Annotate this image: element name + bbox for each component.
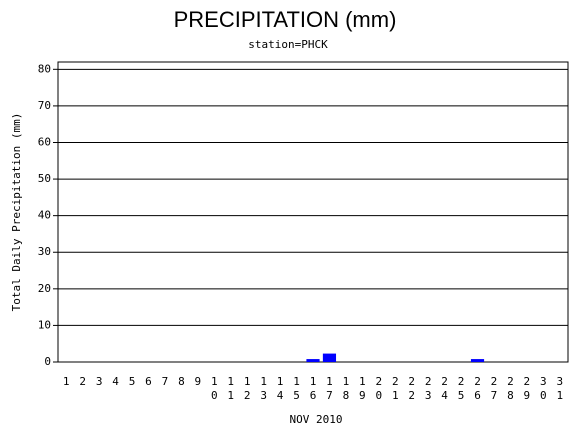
y-tick-label: 80: [38, 62, 51, 75]
x-tick-label: 4: [112, 375, 119, 388]
bar: [306, 359, 320, 362]
x-tick-label: 8: [178, 375, 185, 388]
x-tick-label: 3: [96, 375, 103, 388]
chart-subtitle: station=PHCK: [248, 38, 328, 51]
x-tick-label: 6: [145, 375, 152, 388]
y-tick-label: 30: [38, 245, 51, 258]
y-axis-label: Total Daily Precipitation (mm): [10, 113, 23, 312]
x-axis-label: NOV 2010: [290, 413, 343, 426]
x-tick-label: 7: [162, 375, 169, 388]
x-tick-label: 2: [79, 375, 86, 388]
y-tick-label: 0: [44, 355, 51, 368]
y-tick-label: 50: [38, 172, 51, 185]
y-tick-label: 20: [38, 282, 51, 295]
y-tick-label: 70: [38, 99, 51, 112]
x-tick-label: 5: [129, 375, 136, 388]
y-tick-label: 10: [38, 318, 51, 331]
plot-frame: [57, 61, 569, 363]
x-tick-label: 1: [63, 375, 70, 388]
chart-title: PRECIPITATION (mm): [174, 7, 397, 32]
bar: [322, 353, 337, 362]
y-tick-label: 40: [38, 209, 51, 222]
bar: [470, 359, 485, 362]
y-tick-label: 60: [38, 135, 51, 148]
x-tick-label: 9: [195, 375, 202, 388]
